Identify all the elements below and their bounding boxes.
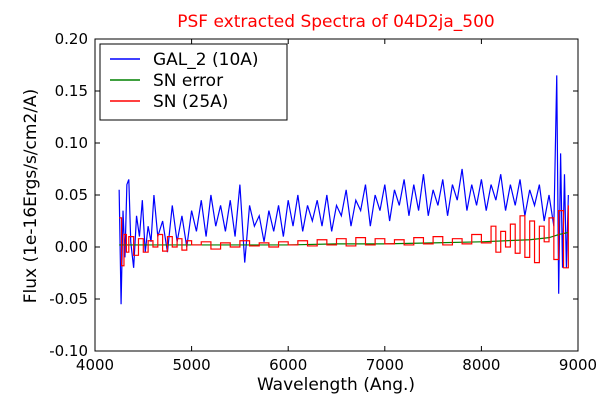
legend-label: SN (25A) xyxy=(153,92,228,112)
y-tick-label: 0.00 xyxy=(55,238,88,256)
chart-title: PSF extracted Spectra of 04D2ja_500 xyxy=(177,12,494,32)
y-tick-label: 0.10 xyxy=(55,134,88,152)
y-tick-label: 0.15 xyxy=(55,82,88,100)
x-tick-label: 4000 xyxy=(76,356,114,374)
legend-box xyxy=(99,43,288,121)
legend-label: GAL_2 (10A) xyxy=(153,50,259,70)
series-line-2 xyxy=(119,205,569,269)
x-tick-label: 6000 xyxy=(269,356,307,374)
x-tick-label: 7000 xyxy=(366,356,404,374)
y-tick-label: -0.10 xyxy=(49,342,88,360)
y-tick-label: -0.05 xyxy=(49,290,88,308)
y-axis-label: Flux (1e-16Ergs/s/cm2/A) xyxy=(21,89,41,304)
legend-label: SN error xyxy=(153,71,223,91)
x-tick-label: 8000 xyxy=(462,356,500,374)
series-layer xyxy=(118,75,569,305)
axes-layer: 4000 5000 6000 7000 8000 9000 -0.10 -0.05 0.00 0.… xyxy=(49,30,597,374)
y-tick-label: 0.05 xyxy=(55,186,88,204)
x-tick-label: 9000 xyxy=(559,356,597,374)
x-axis-label: Wavelength (Ang.) xyxy=(257,375,415,395)
x-tick-label: 5000 xyxy=(173,356,211,374)
y-tick-label: 0.20 xyxy=(55,30,88,48)
